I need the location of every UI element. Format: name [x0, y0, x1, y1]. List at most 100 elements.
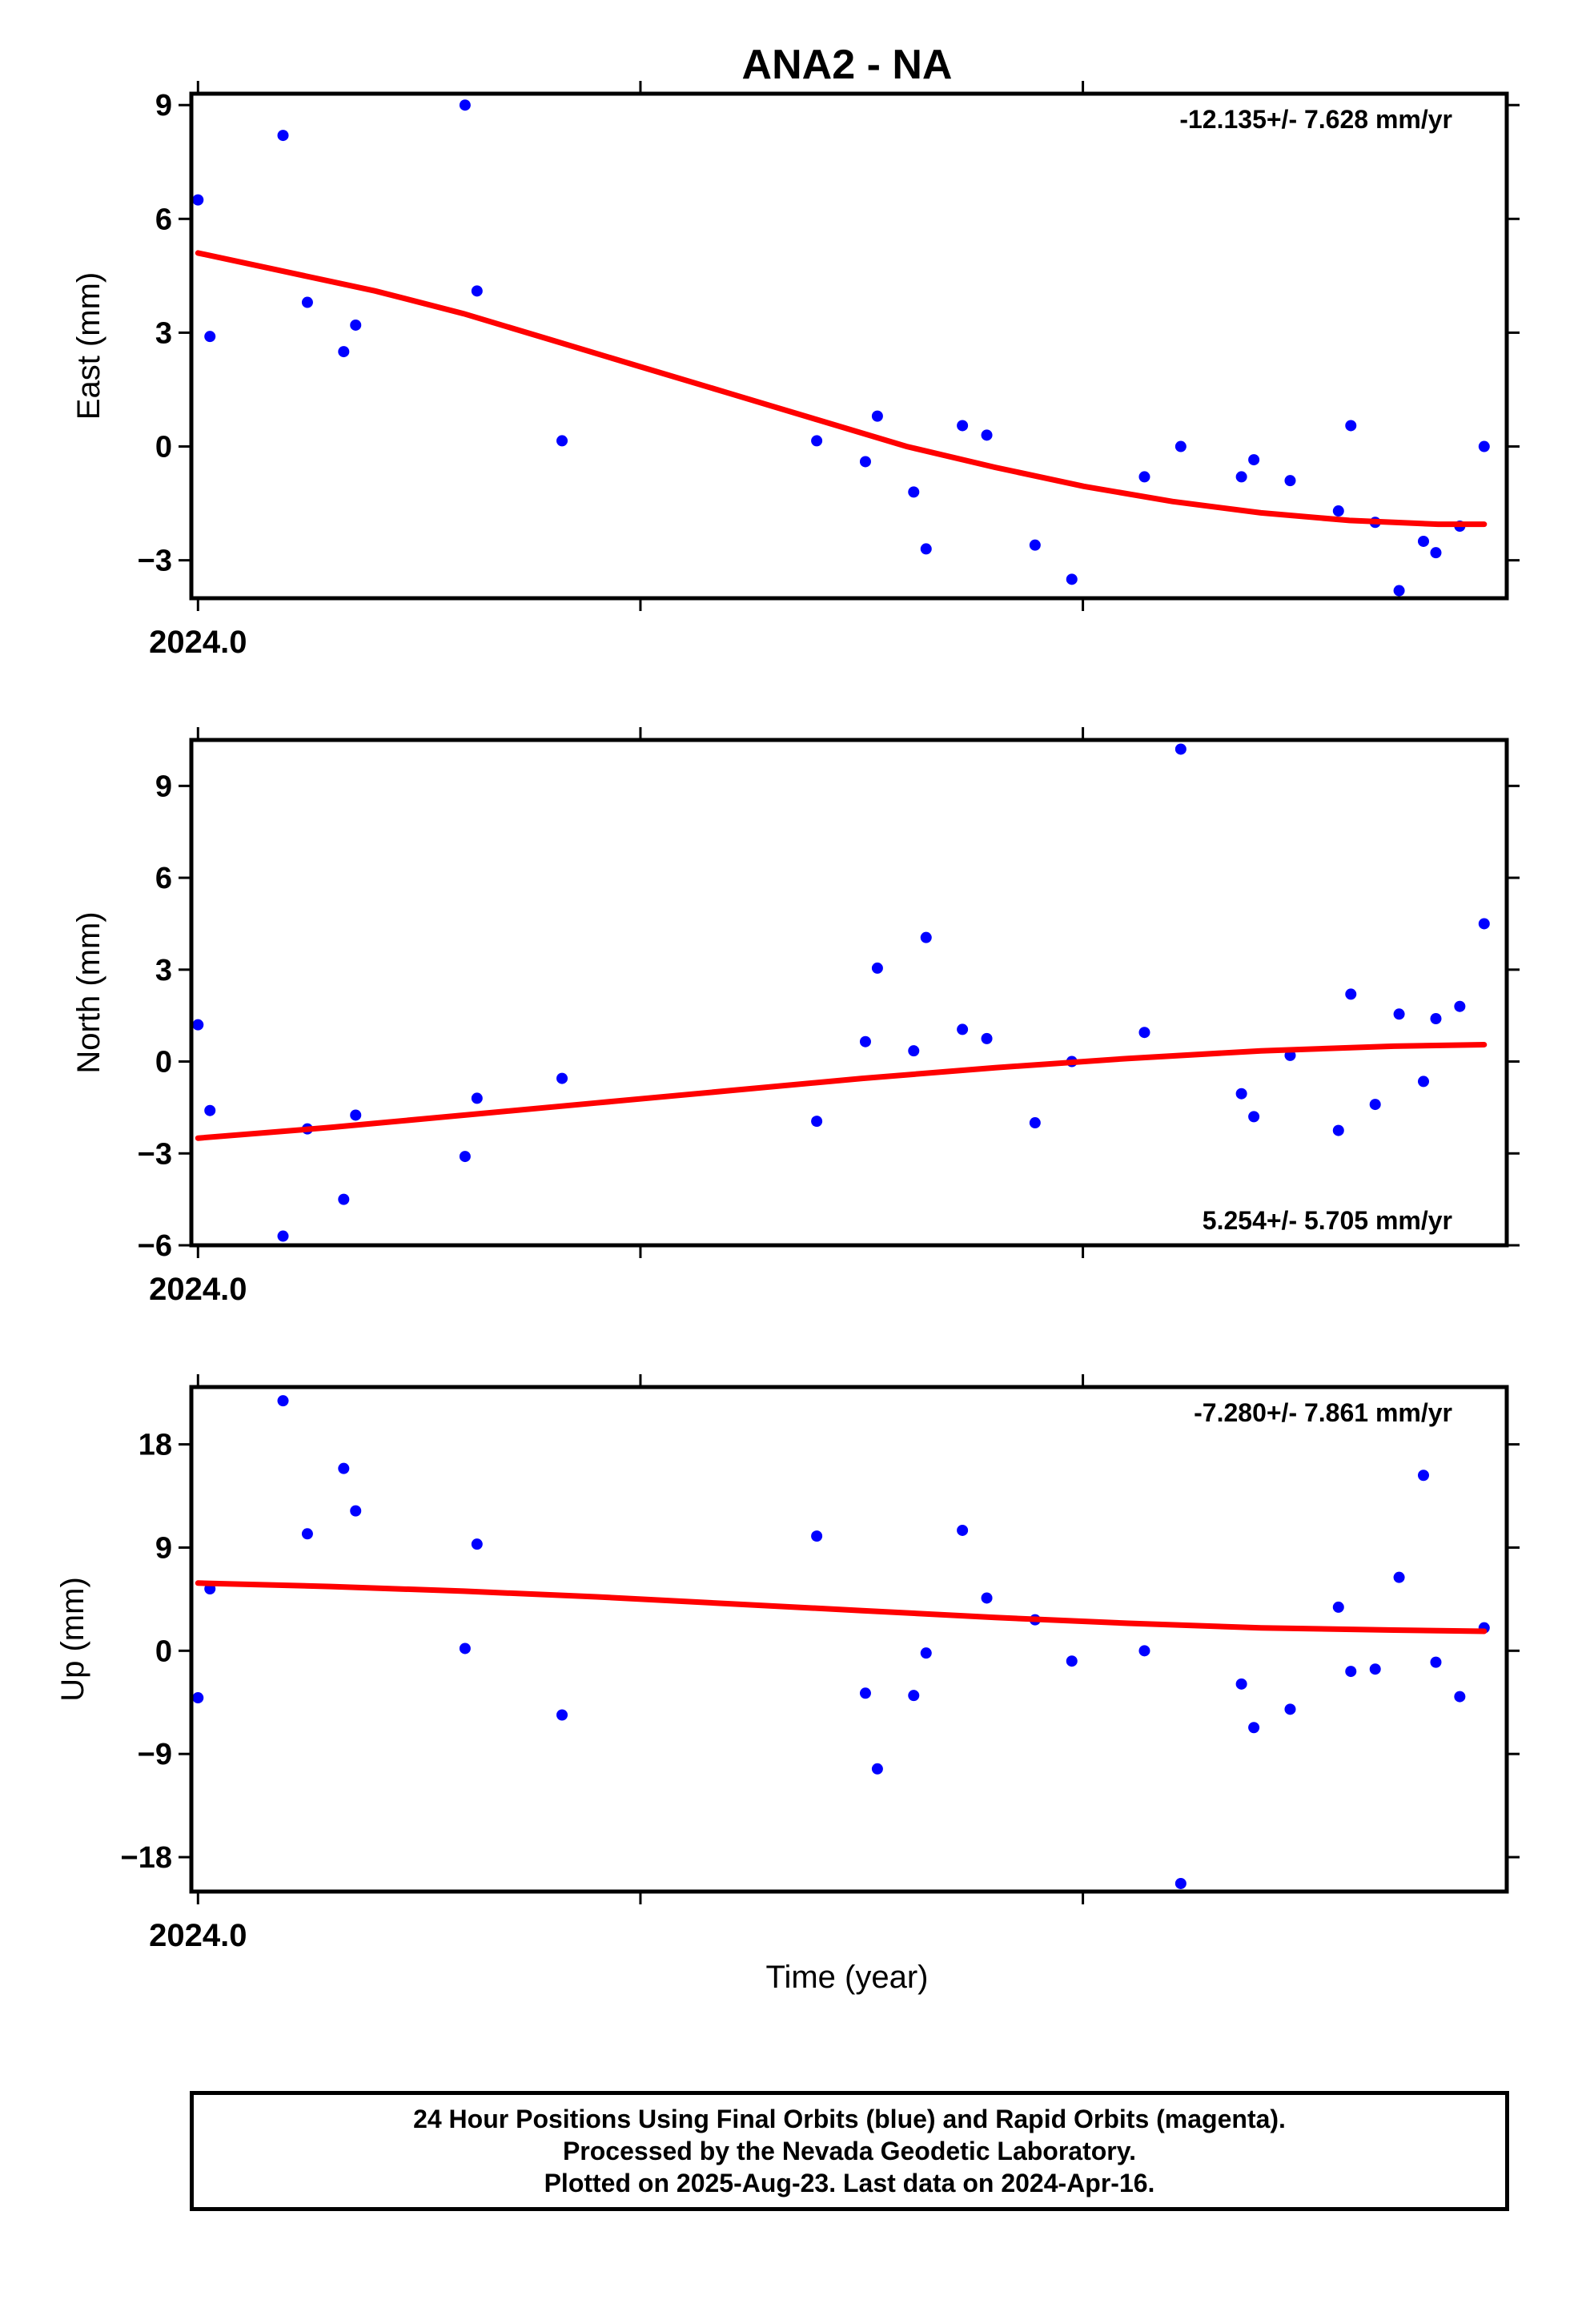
data-point — [1393, 585, 1405, 597]
data-point — [1369, 1099, 1381, 1111]
data-point — [556, 1072, 568, 1084]
y-tick-label: −3 — [138, 545, 172, 578]
data-point — [981, 1032, 993, 1044]
trend-line — [195, 1580, 1488, 1634]
footer-caption-box: 24 Hour Positions Using Final Orbits (bl… — [190, 2091, 1509, 2211]
data-point — [350, 319, 362, 331]
data-point — [471, 1092, 483, 1104]
y-tick-label: −3 — [138, 1137, 172, 1171]
trend-line — [195, 1042, 1488, 1141]
data-point — [957, 420, 969, 432]
y-tick-label: 18 — [139, 1429, 172, 1462]
data-point — [859, 1035, 871, 1047]
y-axis-label: East (mm) — [71, 272, 106, 420]
data-point — [556, 435, 568, 447]
plot-frame — [189, 1385, 1509, 1894]
data-point — [811, 435, 823, 447]
data-point — [301, 1528, 313, 1540]
data-point — [1332, 1124, 1344, 1136]
data-point — [957, 1023, 969, 1035]
data-point — [1417, 1076, 1429, 1088]
data-point — [1248, 454, 1260, 466]
data-point — [920, 543, 932, 555]
data-point — [1417, 535, 1429, 547]
data-point — [908, 1045, 920, 1057]
data-point — [459, 1151, 471, 1163]
data-point — [1369, 1663, 1381, 1675]
y-tick-label: 9 — [155, 1531, 172, 1565]
data-point — [350, 1505, 362, 1517]
y-tick-label: −9 — [138, 1738, 172, 1771]
data-point — [277, 130, 289, 142]
data-point — [1345, 988, 1357, 1000]
data-point — [459, 1642, 471, 1655]
data-point — [1430, 547, 1442, 559]
plot-frame — [189, 738, 1509, 1248]
data-point — [1332, 505, 1344, 517]
data-point — [871, 410, 883, 422]
data-point — [277, 1230, 289, 1242]
data-point — [1430, 1013, 1442, 1025]
data-point — [204, 1104, 216, 1116]
y-tick-label: 9 — [155, 89, 172, 123]
data-point — [277, 1395, 289, 1407]
data-point — [1454, 1691, 1466, 1703]
data-point — [811, 1116, 823, 1128]
plot-frame — [189, 91, 1509, 601]
data-point — [1235, 1088, 1247, 1100]
data-point — [338, 1462, 350, 1474]
chart-title: ANA2 - NA — [742, 42, 953, 88]
data-point — [981, 1592, 993, 1604]
data-point — [920, 931, 932, 943]
data-point — [811, 1530, 823, 1542]
x-tick-label: 2024.0 — [149, 625, 247, 660]
data-point — [556, 1709, 568, 1721]
data-point — [338, 1193, 350, 1205]
x-tick-label: 2024.0 — [149, 1918, 247, 1953]
data-point — [1478, 440, 1490, 452]
data-point — [350, 1109, 362, 1121]
data-point — [1454, 1000, 1466, 1012]
data-point — [871, 1763, 883, 1775]
data-point — [908, 1690, 920, 1702]
y-tick-label: 6 — [155, 203, 172, 236]
y-axis-label: North (mm) — [71, 911, 106, 1073]
panel-north: −6 −3 0 3 6 9 2024.0 North (mm) 5.254+/- 5.705 m… — [71, 727, 1520, 1307]
panel-up: −18 −9 0 9 18 2024.0 Up (mm) -7.280+/- 7.861 mm… — [55, 1374, 1520, 1953]
y-tick-label: 3 — [155, 954, 172, 987]
data-point — [1235, 1678, 1247, 1690]
data-point — [1066, 1655, 1078, 1667]
data-point — [1284, 475, 1296, 487]
data-point — [1345, 420, 1357, 432]
data-point — [1332, 1601, 1344, 1613]
data-point — [859, 1687, 871, 1699]
data-point — [1138, 1645, 1150, 1657]
data-point — [1029, 539, 1041, 551]
y-tick-label: 0 — [155, 1634, 172, 1668]
y-tick-label: 6 — [155, 862, 172, 895]
data-point — [1138, 471, 1150, 483]
y-tick-label: 9 — [155, 770, 172, 803]
data-point — [1174, 440, 1186, 452]
data-point — [192, 1692, 204, 1704]
data-point — [192, 1019, 204, 1031]
data-point — [471, 1538, 483, 1550]
y-tick-label: 3 — [155, 316, 172, 350]
data-point — [1345, 1666, 1357, 1678]
data-point — [1393, 1008, 1405, 1020]
data-point — [1174, 743, 1186, 755]
data-point — [471, 285, 483, 297]
data-point — [859, 456, 871, 468]
data-point — [920, 1647, 932, 1659]
data-point — [338, 346, 350, 358]
data-point — [204, 331, 216, 343]
footer-line-1: 24 Hour Positions Using Final Orbits (bl… — [413, 2105, 1286, 2133]
data-point — [459, 99, 471, 111]
y-axis-label: Up (mm) — [55, 1577, 90, 1702]
footer-line-3: Plotted on 2025-Aug-23. Last data on 202… — [544, 2169, 1155, 2197]
footer-line-2: Processed by the Nevada Geodetic Laborat… — [562, 2137, 1137, 2165]
data-point — [1478, 918, 1490, 930]
y-tick-label: −18 — [121, 1841, 172, 1875]
y-tick-label: 0 — [155, 431, 172, 464]
